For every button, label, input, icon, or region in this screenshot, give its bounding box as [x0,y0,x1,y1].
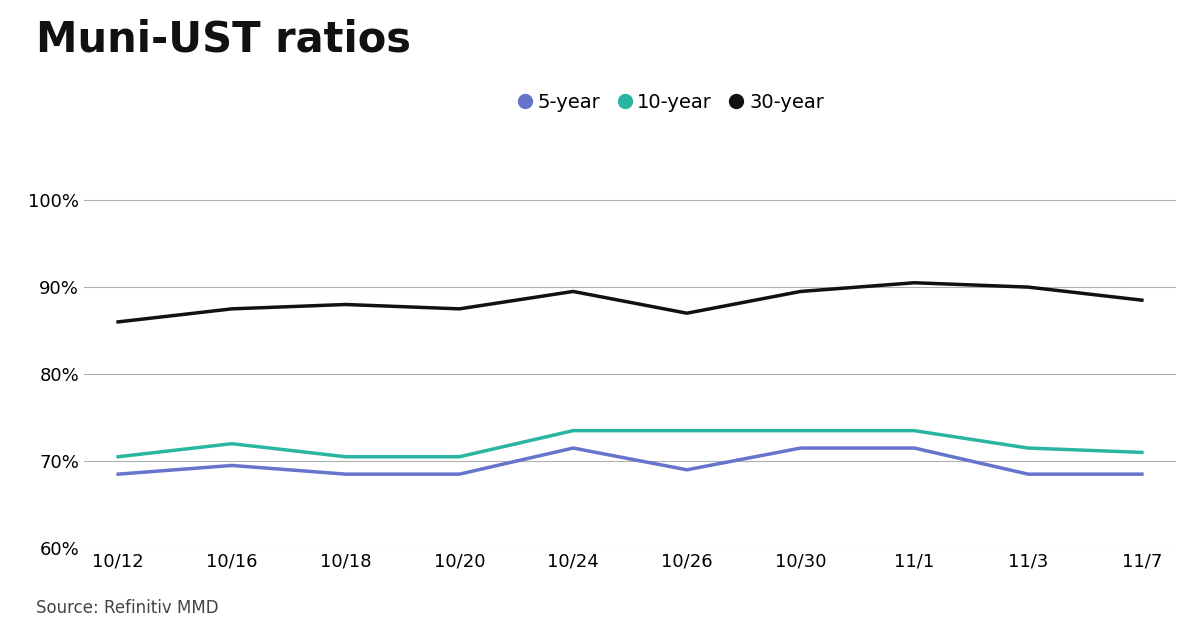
Text: Muni-UST ratios: Muni-UST ratios [36,19,410,61]
Text: Source: Refinitiv MMD: Source: Refinitiv MMD [36,599,218,617]
Legend: 5-year, 10-year, 30-year: 5-year, 10-year, 30-year [512,85,832,120]
